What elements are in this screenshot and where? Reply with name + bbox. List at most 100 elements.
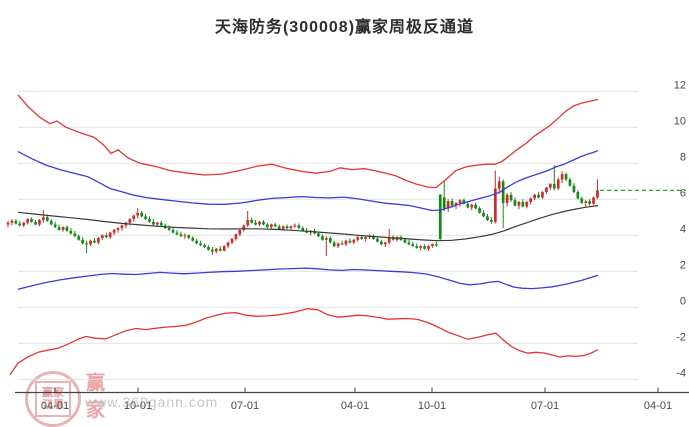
gann-seal-logo-icon: 赢家 江恩 xyxy=(25,371,81,427)
candle-body xyxy=(250,220,253,223)
candle-body xyxy=(195,240,198,244)
candle-body xyxy=(478,208,481,213)
candle-body xyxy=(218,248,222,251)
page-title: 天海防务(300008)赢家周极反通道 xyxy=(214,19,475,36)
y-tick-label: 10 xyxy=(674,115,686,127)
candle-body xyxy=(293,225,297,227)
candle-body xyxy=(486,216,489,220)
candle-body xyxy=(203,245,206,247)
candle-body xyxy=(120,225,124,229)
candle-body xyxy=(556,179,560,189)
y-tick-label: 8 xyxy=(680,151,686,163)
candle-body xyxy=(152,221,155,225)
candle-body xyxy=(435,244,438,246)
candle-body xyxy=(6,222,10,225)
candle-body xyxy=(179,234,183,237)
candle-body xyxy=(415,246,419,248)
candle-body xyxy=(81,239,84,244)
candle-body xyxy=(446,201,450,209)
candle-body xyxy=(588,201,591,204)
candle-body xyxy=(325,238,328,240)
watermark-site-url: www.360gann.com xyxy=(85,394,219,410)
candle-body xyxy=(18,223,22,226)
candle-body xyxy=(497,181,501,189)
candle-body xyxy=(438,194,442,239)
candle-body xyxy=(85,243,88,245)
candle-body xyxy=(576,192,580,199)
candle-body xyxy=(73,233,77,237)
candle-body xyxy=(584,201,588,203)
candle-body xyxy=(501,181,505,203)
candle-body xyxy=(596,190,599,198)
candle-body xyxy=(490,220,493,222)
candle-body xyxy=(387,237,391,243)
candle-body xyxy=(328,238,332,243)
candle-body xyxy=(541,192,544,198)
candle-body xyxy=(49,220,53,225)
candle-body xyxy=(93,240,96,243)
channel-upper-blue xyxy=(17,150,599,212)
candle-body xyxy=(431,244,434,247)
candle-body xyxy=(222,246,226,251)
candle-body xyxy=(171,229,175,233)
candle-body xyxy=(466,203,470,208)
candle-body xyxy=(462,200,466,204)
candle-body xyxy=(270,224,273,228)
candle-body xyxy=(533,194,536,199)
x-tick-label: 10-01 xyxy=(418,400,446,412)
candle-body xyxy=(14,220,18,224)
candle-body xyxy=(214,248,218,252)
candle-body xyxy=(258,221,261,225)
candle-body xyxy=(104,235,108,238)
candle-body xyxy=(132,215,136,220)
candle-body xyxy=(199,243,202,246)
candle-body xyxy=(317,233,320,237)
candle-body xyxy=(285,226,289,229)
candle-body xyxy=(53,224,57,228)
candle-body xyxy=(89,240,92,245)
candle-body xyxy=(183,235,187,237)
candle-body xyxy=(148,219,151,222)
candle-body xyxy=(108,232,112,238)
candle-body xyxy=(537,194,540,198)
y-tick-label: -4 xyxy=(676,367,686,379)
candle-body xyxy=(509,194,513,201)
candle-body xyxy=(128,219,132,223)
candle-body xyxy=(517,202,521,206)
candle-body xyxy=(356,237,360,240)
candle-body xyxy=(321,236,324,240)
candle-body xyxy=(159,222,163,226)
candle-body xyxy=(144,216,147,220)
candle-body xyxy=(246,220,250,226)
candle-body xyxy=(529,198,532,202)
x-tick-label: 04-01 xyxy=(41,400,69,412)
candle-body xyxy=(450,201,454,206)
candle-body xyxy=(230,238,234,243)
candle-body xyxy=(26,219,29,223)
candle-body xyxy=(364,237,367,239)
x-tick-label: 07-01 xyxy=(531,400,559,412)
candle-body xyxy=(505,194,509,203)
x-tick-label: 07-01 xyxy=(231,400,259,412)
candle-body xyxy=(140,212,143,217)
candle-body xyxy=(61,227,65,230)
candle-body xyxy=(427,246,430,249)
y-tick-label: 12 xyxy=(674,79,686,91)
candle-body xyxy=(242,225,246,230)
candle-body xyxy=(77,236,81,240)
candle-body xyxy=(42,217,45,220)
candle-body xyxy=(97,238,100,243)
candle-body xyxy=(458,200,462,203)
candle-body xyxy=(474,204,477,209)
candle-body xyxy=(156,222,159,225)
candle-body xyxy=(419,246,422,248)
candle-body xyxy=(383,242,387,245)
candle-body xyxy=(254,222,257,225)
candle-body xyxy=(301,228,305,231)
x-tick-label: 04-01 xyxy=(341,400,369,412)
candle-body xyxy=(521,202,525,207)
candle-body xyxy=(494,188,497,222)
candle-body xyxy=(101,235,104,238)
candle-body xyxy=(281,226,285,229)
y-tick-label: 2 xyxy=(680,259,686,271)
